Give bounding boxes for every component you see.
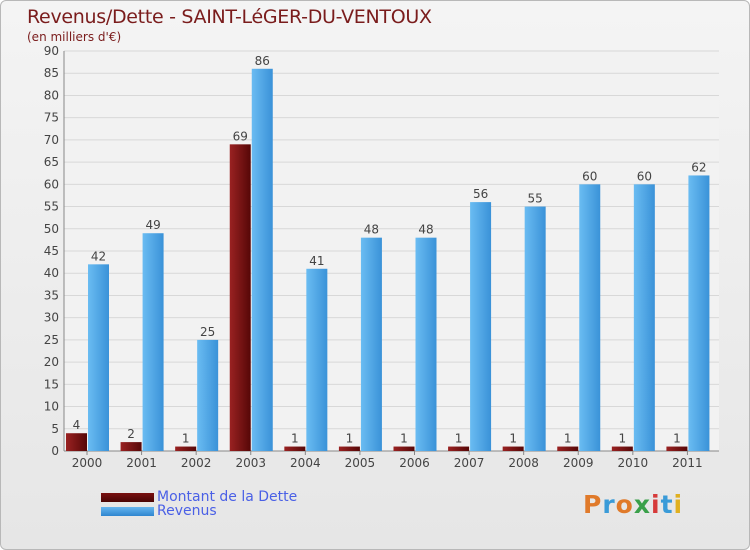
chart-title: Revenus/Dette - SAINT-LéGER-DU-VENTOUX xyxy=(27,6,432,28)
data-label-revenue: 60 xyxy=(637,169,652,183)
bar-revenue xyxy=(633,184,655,452)
bar-revenue xyxy=(142,233,164,451)
x-tick-label: 2005 xyxy=(345,456,376,470)
legend-label-revenue: Revenus xyxy=(157,503,217,519)
data-label-debt: 1 xyxy=(673,432,681,446)
data-label-revenue: 25 xyxy=(200,325,215,339)
x-tick-label: 2008 xyxy=(508,456,539,470)
bar-debt xyxy=(611,446,633,451)
data-label-debt: 1 xyxy=(346,432,354,446)
bar-debt xyxy=(66,433,87,451)
y-tick-label: 60 xyxy=(44,177,59,191)
y-tick-label: 70 xyxy=(44,133,59,147)
logo-letter: i xyxy=(651,490,661,519)
logo-letter: t xyxy=(660,490,674,519)
data-label-debt: 1 xyxy=(182,432,190,446)
y-tick-label: 85 xyxy=(44,66,59,80)
data-label-revenue: 48 xyxy=(418,223,433,237)
x-tick-label: 2007 xyxy=(454,456,485,470)
data-label-debt: 1 xyxy=(509,432,517,446)
bar-debt xyxy=(229,144,251,452)
data-label-revenue: 62 xyxy=(691,160,706,174)
data-label-debt: 2 xyxy=(127,427,135,441)
data-label-revenue: 41 xyxy=(309,254,324,268)
bar-debt xyxy=(175,446,197,451)
y-tick-label: 75 xyxy=(44,111,59,125)
y-tick-label: 20 xyxy=(44,355,59,369)
y-tick-label: 40 xyxy=(44,266,59,280)
chart-unit-note: (en milliers d'€) xyxy=(27,30,122,44)
y-tick-label: 55 xyxy=(44,200,59,214)
y-tick-label: 35 xyxy=(44,288,59,302)
logo-letter: o xyxy=(615,490,634,519)
bar-debt xyxy=(448,446,470,451)
data-label-revenue: 55 xyxy=(528,192,543,206)
logo-letter: r xyxy=(602,490,616,519)
bar-revenue xyxy=(688,175,710,451)
x-tick-label: 2004 xyxy=(290,456,321,470)
bar-revenue xyxy=(579,184,601,452)
data-label-revenue: 86 xyxy=(255,54,270,68)
y-tick-label: 45 xyxy=(44,244,59,258)
y-tick-label: 25 xyxy=(44,333,59,347)
bar-debt xyxy=(666,446,688,451)
data-label-debt: 69 xyxy=(233,129,248,143)
x-tick-label: 2002 xyxy=(181,456,212,470)
data-label-debt: 1 xyxy=(291,432,299,446)
bar-debt xyxy=(120,442,142,451)
data-label-revenue: 42 xyxy=(91,249,106,263)
data-label-revenue: 60 xyxy=(582,169,597,183)
bar-debt xyxy=(557,446,579,451)
x-tick-label: 2011 xyxy=(672,456,703,470)
x-tick-label: 2001 xyxy=(126,456,157,470)
proxiti-logo: Proxiti xyxy=(583,490,683,519)
legend-label-debt: Montant de la Dette xyxy=(157,489,298,505)
bar-debt xyxy=(338,446,360,451)
data-label-debt: 1 xyxy=(400,432,408,446)
data-label-debt: 1 xyxy=(564,432,572,446)
y-tick-label: 5 xyxy=(51,422,59,436)
data-label-debt: 1 xyxy=(455,432,463,446)
bar-revenue xyxy=(88,264,109,451)
x-tick-label: 2009 xyxy=(563,456,594,470)
y-tick-label: 90 xyxy=(44,44,59,58)
legend-swatch-debt xyxy=(101,493,154,502)
y-tick-label: 80 xyxy=(44,88,59,102)
logo-letter: x xyxy=(633,490,651,519)
bar-revenue xyxy=(197,339,219,451)
y-tick-label: 0 xyxy=(51,444,59,458)
data-label-revenue: 49 xyxy=(145,218,160,232)
bar-debt xyxy=(393,446,415,451)
bar-revenue xyxy=(360,237,382,451)
data-label-debt: 1 xyxy=(619,432,627,446)
bar-revenue xyxy=(470,202,492,451)
bar-debt xyxy=(284,446,306,451)
bar-revenue xyxy=(306,268,328,451)
bar-revenue xyxy=(415,237,437,451)
y-tick-label: 50 xyxy=(44,222,59,236)
data-label-revenue: 56 xyxy=(473,187,488,201)
y-tick-label: 10 xyxy=(44,400,59,414)
bar-debt xyxy=(502,446,524,451)
x-tick-label: 2006 xyxy=(399,456,430,470)
logo-letter: P xyxy=(583,490,603,519)
bar-revenue xyxy=(251,68,273,452)
x-tick-label: 2010 xyxy=(618,456,649,470)
x-tick-label: 2003 xyxy=(235,456,266,470)
data-label-revenue: 48 xyxy=(364,223,379,237)
x-tick-label: 2000 xyxy=(72,456,103,470)
bar-revenue xyxy=(524,206,546,451)
y-tick-label: 15 xyxy=(44,377,59,391)
legend-swatch-revenue xyxy=(101,507,154,516)
y-tick-label: 30 xyxy=(44,311,59,325)
y-tick-label: 65 xyxy=(44,155,59,169)
logo-letter: i xyxy=(673,490,684,519)
data-label-debt: 4 xyxy=(73,418,81,432)
